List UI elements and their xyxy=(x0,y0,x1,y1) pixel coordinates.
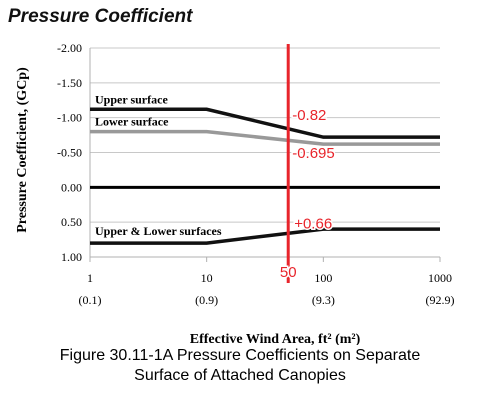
y-tick-label: -2.00 xyxy=(57,41,82,55)
series-line-3 xyxy=(90,227,440,245)
y-tick-label: 0.00 xyxy=(61,180,82,194)
x-tick-sublabel: (9.3) xyxy=(312,293,335,307)
caption-line-1: Figure 30.11-1A Pressure Coefficients on… xyxy=(59,347,421,364)
labels: -2.00 -1.50 -1.00 -0.50 0.00 0.50 1.00 1 (0.1) 10… xyxy=(15,41,455,345)
y-tick-label: 0.50 xyxy=(61,215,82,229)
y-tick-label: 1.00 xyxy=(61,250,82,264)
x-tick-sublabel: (0.9) xyxy=(195,293,218,307)
x-tick-label: 1000 xyxy=(428,271,452,285)
x-tick-label: 1 xyxy=(87,271,93,285)
annotation-label: +0.66 xyxy=(294,215,332,232)
annotation-label: -0.82 xyxy=(292,107,326,124)
reference-line-label: 50 xyxy=(280,264,297,281)
grid xyxy=(89,47,441,262)
annotation-label: -0.695 xyxy=(292,145,335,162)
pressure-coefficient-chart: -2.00 -1.50 -1.00 -0.50 0.00 0.50 1.00 1 (0.1) 10… xyxy=(15,41,455,345)
x-tick-sublabel: (0.1) xyxy=(79,293,102,307)
series-line-2 xyxy=(90,129,440,146)
x-tick-sublabel: (92.9) xyxy=(426,293,455,307)
y-tick-label: -0.50 xyxy=(57,146,82,160)
y-tick-label: -1.50 xyxy=(57,76,82,90)
x-tick-label: 100 xyxy=(314,271,332,285)
series-label-1: Upper surface xyxy=(95,92,168,106)
x-axis-title: Effective Wind Area, ft² (m²) xyxy=(190,332,361,345)
caption-line-2: Surface of Attached Canopies xyxy=(134,367,346,384)
series-lines xyxy=(90,107,440,245)
series-label-3: Upper & Lower surfaces xyxy=(95,224,222,238)
x-tick-label: 10 xyxy=(201,271,213,285)
figure-caption: Figure 30.11-1A Pressure Coefficients on… xyxy=(0,346,480,386)
chart-title: Pressure Coefficient xyxy=(8,6,193,27)
y-tick-label: -1.00 xyxy=(57,111,82,125)
series-line-1 xyxy=(90,107,440,139)
y-axis-title: Pressure Coefficient, (GCp) xyxy=(15,67,30,233)
series-label-2: Lower surface xyxy=(95,115,169,129)
